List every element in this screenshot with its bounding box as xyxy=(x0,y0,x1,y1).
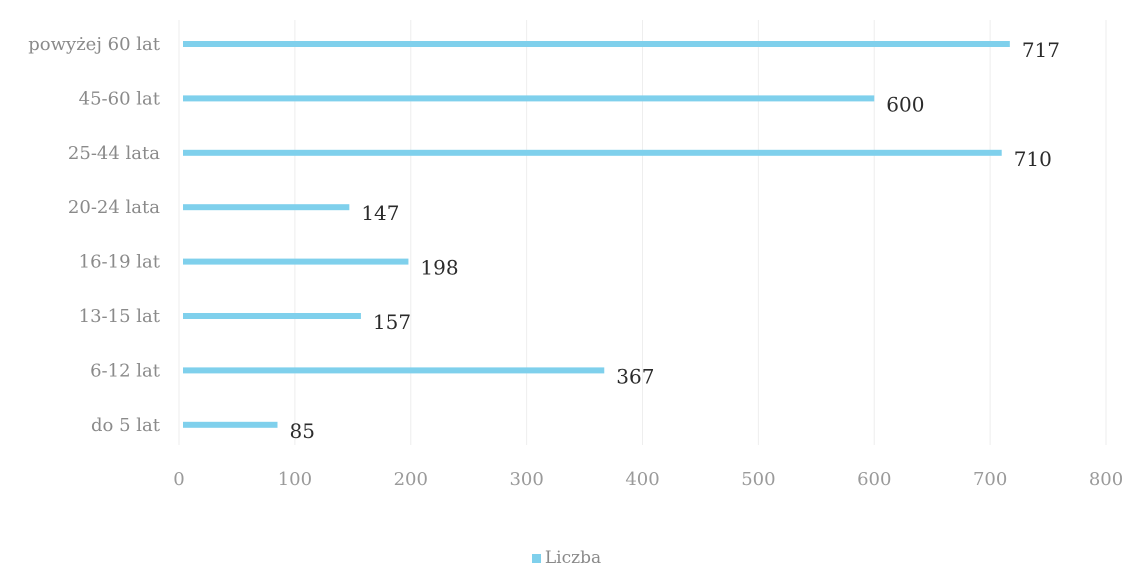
data-label: 717 xyxy=(1022,38,1060,62)
bar xyxy=(183,41,1010,47)
category-label: powyżej 60 lat xyxy=(28,34,160,55)
category-labels: powyżej 60 lat 45-60 lat 25-44 lata 20-24 l… xyxy=(28,34,160,436)
data-label: 147 xyxy=(361,201,399,225)
category-label: 20-24 lata xyxy=(68,197,160,218)
x-tick-label: 300 xyxy=(509,469,543,490)
legend: Liczba xyxy=(0,548,1133,568)
legend-label: Liczba xyxy=(544,548,602,568)
x-tick-label: 100 xyxy=(278,469,312,490)
category-label: 6-12 lat xyxy=(90,360,161,381)
x-tick-label: 200 xyxy=(394,469,428,490)
x-tick-label: 0 xyxy=(173,469,184,490)
bar xyxy=(183,367,605,374)
data-label: 600 xyxy=(886,92,924,116)
bar xyxy=(183,149,1002,156)
bar xyxy=(183,204,350,211)
category-label: 25-44 lata xyxy=(68,143,160,164)
bar xyxy=(183,313,361,319)
x-tick-label: 600 xyxy=(857,469,891,490)
category-label: 16-19 lat xyxy=(79,252,161,273)
bar xyxy=(183,95,875,102)
x-tick-label: 500 xyxy=(741,469,775,490)
data-label: 85 xyxy=(289,419,314,443)
category-label: 13-15 lat xyxy=(79,306,161,327)
data-label: 157 xyxy=(373,310,411,334)
bar xyxy=(183,421,278,428)
bar xyxy=(183,258,409,265)
data-label: 367 xyxy=(616,364,654,388)
value-labels: 717 600 710 147 198 157 367 85 xyxy=(289,38,1060,443)
legend-swatch xyxy=(531,554,541,563)
category-label: do 5 lat xyxy=(91,415,161,436)
x-tick-label: 800 xyxy=(1089,469,1123,490)
x-axis-ticks: 0 100 200 300 400 500 600 700 800 xyxy=(173,469,1123,490)
gridlines xyxy=(178,20,1107,445)
data-label: 198 xyxy=(420,256,458,280)
data-label: 710 xyxy=(1014,147,1052,171)
bars xyxy=(183,41,1010,428)
category-label: 45-60 lat xyxy=(79,88,161,109)
x-tick-label: 400 xyxy=(625,469,659,490)
x-tick-label: 700 xyxy=(973,469,1007,490)
